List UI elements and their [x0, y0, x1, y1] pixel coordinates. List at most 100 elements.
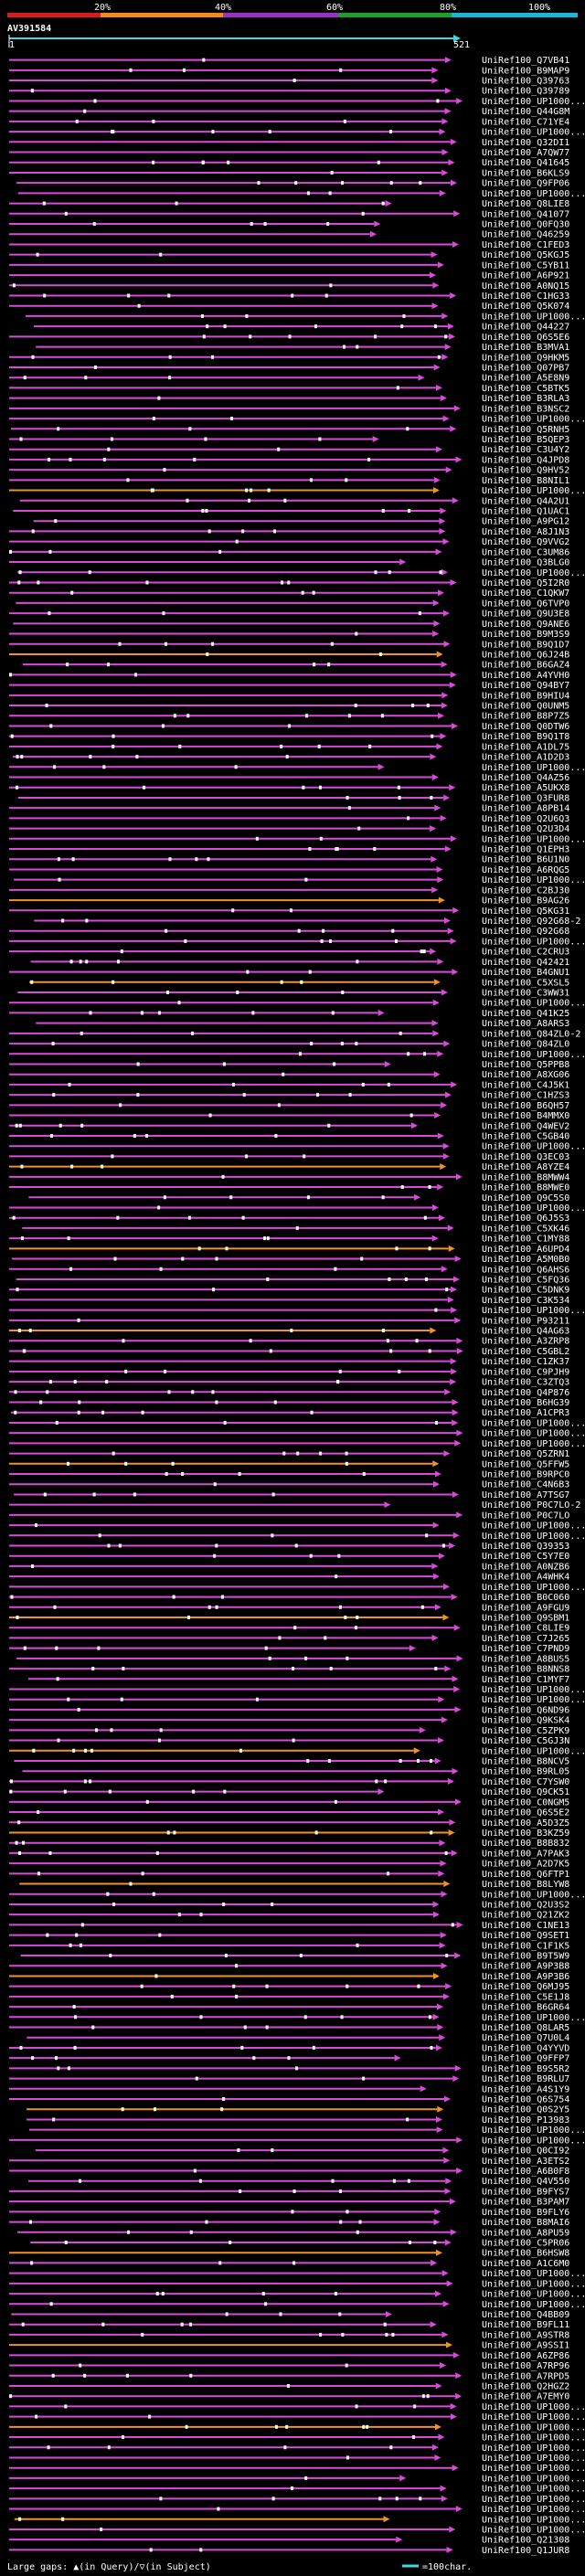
hit-label[interactable]: UniRef100_B8MWE0: [482, 1183, 569, 1193]
hit-label[interactable]: UniRef100_Q6MJ95: [482, 1982, 569, 1992]
hit-label[interactable]: UniRef100_A9FGU9: [482, 1603, 569, 1613]
hit-label[interactable]: UniRef100_Q1UAC1: [482, 506, 569, 516]
hit-label[interactable]: UniRef100_B8NIL1: [482, 476, 569, 486]
hit-label[interactable]: UniRef100_Q0S2Y5: [482, 2105, 569, 2115]
hit-label[interactable]: UniRef100_B4GNU1: [482, 968, 569, 978]
hit-label[interactable]: UniRef100_C5DNK9: [482, 1286, 569, 1296]
hit-label[interactable]: UniRef100_UP1000...: [482, 999, 585, 1009]
hit-label[interactable]: UniRef100_UP1000...: [482, 1583, 585, 1593]
hit-label[interactable]: UniRef100_C3UM86: [482, 547, 569, 557]
hit-label[interactable]: UniRef100_UP1000...: [482, 763, 585, 773]
hit-label[interactable]: UniRef100_B9FLY6: [482, 2208, 569, 2218]
hit-label[interactable]: UniRef100_C5XSL5: [482, 978, 569, 988]
hit-label[interactable]: UniRef100_Q4JPD8: [482, 455, 569, 465]
hit-label[interactable]: UniRef100_Q3FUR8: [482, 793, 569, 803]
hit-label[interactable]: UniRef100_Q3EC03: [482, 1152, 569, 1162]
hit-label[interactable]: UniRef100_Q5ZRN1: [482, 1449, 569, 1459]
hit-label[interactable]: UniRef100_Q9ANE6: [482, 620, 569, 630]
hit-label[interactable]: UniRef100_UP1000...: [482, 1418, 585, 1428]
hit-label[interactable]: UniRef100_C5E1J8: [482, 1992, 569, 2002]
hit-label[interactable]: UniRef100_B3RLA3: [482, 394, 569, 404]
hit-label[interactable]: UniRef100_Q5K074: [482, 302, 569, 312]
hit-label[interactable]: UniRef100_UP1000...: [482, 2269, 585, 2279]
hit-label[interactable]: UniRef100_Q9HKM5: [482, 353, 569, 363]
hit-label[interactable]: UniRef100_Q94BY7: [482, 681, 569, 691]
hit-label[interactable]: UniRef100_B9RPC0: [482, 1470, 569, 1480]
hit-label[interactable]: UniRef100_A1CPR3: [482, 1408, 569, 1418]
hit-label[interactable]: UniRef100_UP1000...: [482, 875, 585, 885]
hit-label[interactable]: UniRef100_C9PJH9: [482, 1367, 569, 1377]
hit-label[interactable]: UniRef100_Q5RNH5: [482, 425, 569, 435]
hit-label[interactable]: UniRef100_UP1000...: [482, 937, 585, 947]
hit-label[interactable]: UniRef100_Q6FTP1: [482, 1870, 569, 1880]
hit-label[interactable]: UniRef100_Q0DTW6: [482, 722, 569, 732]
hit-label[interactable]: UniRef100_B9MAP9: [482, 66, 569, 76]
hit-label[interactable]: UniRef100_UP1000...: [482, 834, 585, 844]
hit-label[interactable]: UniRef100_UP1000...: [482, 1685, 585, 1695]
hit-label[interactable]: UniRef100_Q92G68-2: [482, 917, 580, 927]
hit-label[interactable]: UniRef100_B9HIU4: [482, 691, 569, 701]
hit-label[interactable]: UniRef100_UP1000...: [482, 1429, 585, 1439]
hit-label[interactable]: UniRef100_C1ZK37: [482, 1357, 569, 1367]
hit-label[interactable]: UniRef100_UP1000...: [482, 2464, 585, 2474]
hit-label[interactable]: UniRef100_Q6S5E6: [482, 333, 569, 343]
hit-label[interactable]: UniRef100_C1MYF7: [482, 1675, 569, 1685]
hit-label[interactable]: UniRef100_B9M3S9: [482, 630, 569, 640]
hit-label[interactable]: UniRef100_A4S1Y9: [482, 2084, 569, 2094]
hit-label[interactable]: UniRef100_C5YB11: [482, 260, 569, 270]
hit-label[interactable]: UniRef100_Q44G8M: [482, 107, 569, 117]
hit-label[interactable]: UniRef100_UP1000...: [482, 568, 585, 578]
hit-label[interactable]: UniRef100_A6ZP86: [482, 2351, 569, 2361]
hit-label[interactable]: UniRef100_A9PG12: [482, 517, 569, 527]
hit-label[interactable]: UniRef100_Q2U3S2: [482, 1900, 569, 1910]
hit-label[interactable]: UniRef100_UP1000...: [482, 2515, 585, 2525]
hit-label[interactable]: UniRef100_Q5I2R0: [482, 578, 569, 588]
hit-label[interactable]: UniRef100_C5Y7E0: [482, 1552, 569, 1562]
hit-label[interactable]: UniRef100_A1C6M0: [482, 2259, 569, 2269]
hit-label[interactable]: UniRef100_Q4YYVD: [482, 2043, 569, 2053]
hit-label[interactable]: UniRef100_P13983: [482, 2115, 569, 2125]
hit-label[interactable]: UniRef100_Q4BB09: [482, 2310, 569, 2320]
hit-label[interactable]: UniRef100_UP1000...: [482, 1746, 585, 1756]
hit-label[interactable]: UniRef100_A7PAK3: [482, 1849, 569, 1859]
hit-label[interactable]: UniRef100_C1F1K5: [482, 1941, 569, 1951]
hit-label[interactable]: UniRef100_C2BJ30: [482, 885, 569, 896]
hit-label[interactable]: UniRef100_B6HG39: [482, 1398, 569, 1408]
hit-label[interactable]: UniRef100_Q9FFP7: [482, 2054, 569, 2064]
hit-label[interactable]: UniRef100_A7EMY0: [482, 2392, 569, 2402]
hit-label[interactable]: UniRef100_A5UKX8: [482, 783, 569, 793]
hit-label[interactable]: UniRef100_C5FQ36: [482, 1275, 569, 1285]
hit-label[interactable]: UniRef100_Q21ZK2: [482, 1911, 569, 1921]
hit-label[interactable]: UniRef100_Q8LAR5: [482, 2023, 569, 2033]
hit-label[interactable]: UniRef100_C71YE4: [482, 117, 569, 127]
hit-label[interactable]: UniRef100_Q07PB7: [482, 364, 569, 374]
hit-label[interactable]: UniRef100_Q6TVP0: [482, 599, 569, 609]
hit-label[interactable]: UniRef100_A6RQG5: [482, 865, 569, 875]
hit-label[interactable]: UniRef100_A5D3Z5: [482, 1818, 569, 1829]
hit-label[interactable]: UniRef100_UP1000...: [482, 2495, 585, 2505]
hit-label[interactable]: UniRef100_B8NCV5: [482, 1756, 569, 1766]
hit-label[interactable]: UniRef100_Q41K25: [482, 1009, 569, 1019]
hit-label[interactable]: UniRef100_B6QH57: [482, 1101, 569, 1111]
hit-label[interactable]: UniRef100_UP1000...: [482, 415, 585, 425]
hit-label[interactable]: UniRef100_Q42421: [482, 958, 569, 968]
hit-label[interactable]: UniRef100_C3U4Y2: [482, 445, 569, 455]
hit-label[interactable]: UniRef100_A7QW77: [482, 148, 569, 158]
hit-label[interactable]: UniRef100_B0C060: [482, 1593, 569, 1603]
hit-label[interactable]: UniRef100_Q7U0L4: [482, 2033, 569, 2043]
hit-label[interactable]: UniRef100_A9P3B8: [482, 1962, 569, 1972]
hit-label[interactable]: UniRef100_Q6S754: [482, 2095, 569, 2105]
hit-label[interactable]: UniRef100_A6B0F8: [482, 2167, 569, 2177]
hit-label[interactable]: UniRef100_UP1000...: [482, 2300, 585, 2310]
hit-label[interactable]: UniRef100_B9FL11: [482, 2320, 569, 2330]
hit-label[interactable]: UniRef100_Q1EPH3: [482, 845, 569, 855]
hit-label[interactable]: UniRef100_Q2U6Q3: [482, 814, 569, 824]
hit-label[interactable]: UniRef100_Q9SBM1: [482, 1614, 569, 1624]
hit-label[interactable]: UniRef100_C1MY88: [482, 1235, 569, 1245]
hit-label[interactable]: UniRef100_Q5FFW5: [482, 1459, 569, 1469]
hit-label[interactable]: UniRef100_UP1000...: [482, 2279, 585, 2289]
hit-label[interactable]: UniRef100_Q32DI1: [482, 138, 569, 148]
hit-label[interactable]: UniRef100_B5QEP3: [482, 435, 569, 445]
hit-label[interactable]: UniRef100_A8BUS5: [482, 1654, 569, 1664]
hit-label[interactable]: UniRef100_UP1000...: [482, 1439, 585, 1449]
